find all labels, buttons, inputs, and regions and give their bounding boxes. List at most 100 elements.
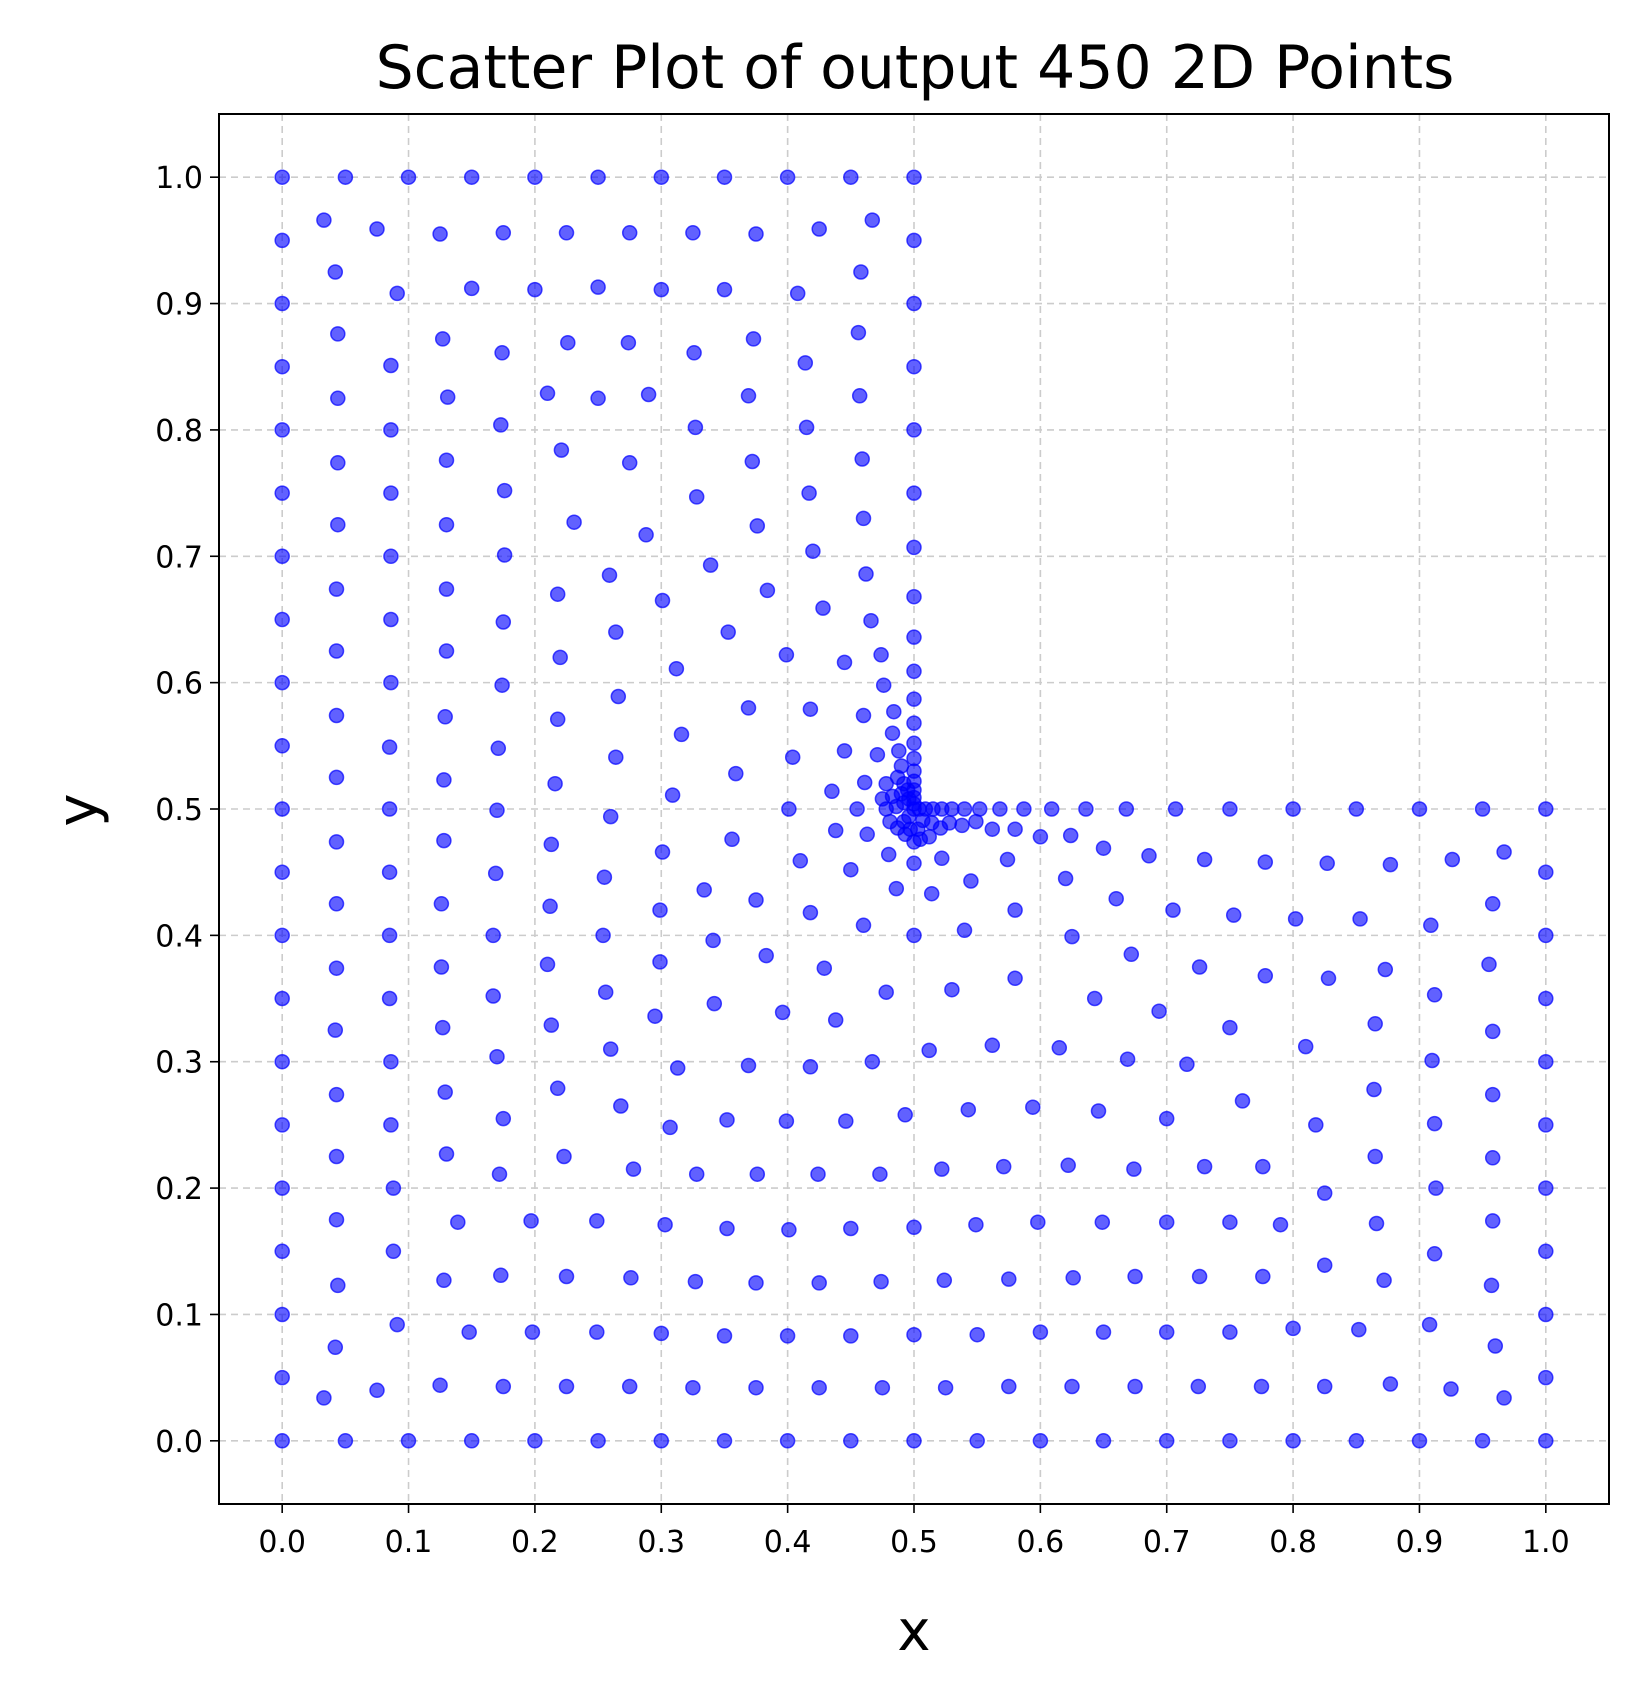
data-point (968, 813, 984, 830)
data-point (623, 1270, 639, 1286)
data-point (1086, 990, 1103, 1007)
data-point (941, 815, 958, 831)
data-point (595, 927, 611, 944)
x-tick-label: 0.8 (1269, 1525, 1317, 1560)
data-point (539, 956, 556, 973)
data-point (1481, 956, 1497, 973)
data-point (843, 1328, 859, 1344)
data-point (1287, 911, 1304, 927)
data-point (1484, 1213, 1501, 1229)
y-tick-label: 0.3 (155, 1046, 203, 1081)
data-point (558, 225, 575, 241)
data-point (1538, 801, 1554, 817)
chart-title: Scatter Plot of output 450 2D Points (376, 33, 1455, 103)
data-point (1127, 1378, 1143, 1395)
data-point (1222, 1433, 1238, 1449)
data-point (438, 1146, 455, 1162)
data-point (906, 588, 922, 605)
data-point (383, 1117, 399, 1133)
data-point (274, 169, 290, 185)
data-point (1366, 1081, 1382, 1098)
data-point (810, 1166, 826, 1182)
data-point (686, 345, 702, 361)
data-point (495, 614, 512, 630)
data-point (1496, 1390, 1512, 1406)
data-point (549, 586, 566, 602)
data-point (274, 295, 290, 312)
data-point (662, 1119, 678, 1136)
data-point (450, 1214, 466, 1230)
data-point (316, 212, 332, 228)
data-point (1538, 1180, 1554, 1196)
data-point (274, 990, 290, 1007)
data-point (687, 419, 704, 436)
data-point (383, 548, 399, 565)
data-point (1538, 990, 1554, 1007)
data-point (432, 1377, 448, 1393)
data-point (906, 663, 922, 680)
data-point (1032, 1324, 1049, 1340)
data-point (485, 988, 501, 1004)
data-point (493, 417, 509, 433)
data-point (620, 334, 637, 351)
data-point (745, 331, 762, 347)
x-tick-label: 0.0 (258, 1525, 306, 1560)
data-point (1065, 1270, 1081, 1286)
data-point (855, 510, 872, 527)
data-point (719, 1220, 735, 1237)
y-tick-label: 0.4 (155, 919, 203, 954)
data-point (274, 548, 290, 565)
data-point (888, 880, 905, 897)
data-point (688, 489, 705, 505)
data-point (859, 826, 875, 843)
data-point (724, 831, 740, 848)
data-point (854, 451, 870, 467)
data-point (956, 801, 973, 817)
data-point (1382, 856, 1399, 873)
data-point (1007, 821, 1023, 837)
data-point (740, 700, 757, 716)
data-point (1538, 927, 1554, 944)
data-point (490, 740, 507, 757)
data-point (1191, 959, 1208, 975)
data-point (880, 846, 897, 863)
x-tick-label: 0.1 (385, 1525, 433, 1560)
data-point (330, 390, 346, 407)
data-point (1190, 1378, 1207, 1395)
data-point (602, 808, 619, 825)
data-point (438, 581, 455, 597)
data-point (1158, 1110, 1175, 1127)
data-point (1196, 851, 1213, 868)
data-point (705, 932, 721, 949)
data-point (542, 898, 558, 915)
data-point (383, 611, 399, 628)
data-point (493, 1267, 509, 1284)
data-point (669, 1060, 686, 1076)
x-tick-label: 0.9 (1396, 1525, 1444, 1560)
data-point (1496, 844, 1512, 860)
data-point (328, 1211, 345, 1228)
data-point (369, 221, 385, 237)
data-point (1078, 801, 1094, 817)
data-point (748, 1275, 764, 1291)
data-point (437, 709, 453, 725)
grid-lines (219, 114, 1609, 1504)
data-point (685, 225, 701, 241)
data-point (779, 1328, 796, 1344)
data-point (1255, 1158, 1271, 1175)
data-point (434, 1019, 451, 1036)
data-point (1222, 1019, 1238, 1036)
data-point (1474, 1433, 1491, 1449)
data-point (875, 677, 892, 693)
data-point (906, 691, 922, 707)
data-point (654, 592, 671, 609)
data-point (327, 264, 344, 280)
data-point (433, 896, 450, 912)
data-point (328, 707, 345, 724)
data-point (843, 1220, 859, 1237)
data-point (316, 1390, 332, 1406)
data-point (1538, 1243, 1554, 1260)
data-point (1062, 827, 1079, 844)
data-point (850, 324, 867, 341)
data-point (485, 927, 501, 944)
